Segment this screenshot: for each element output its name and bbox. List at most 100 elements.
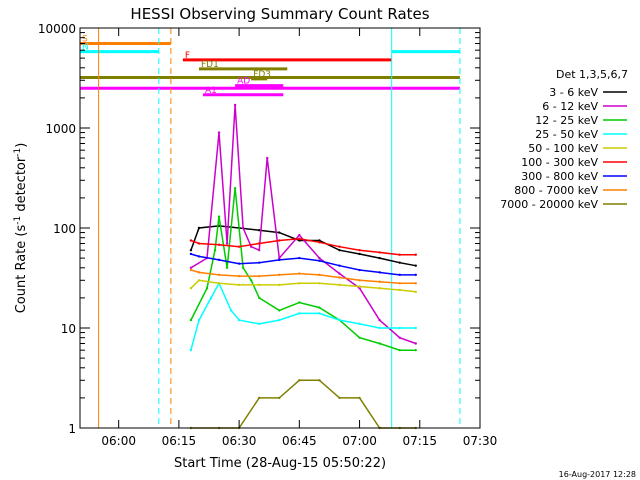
flag-label: N [82, 43, 89, 53]
series-point [298, 239, 301, 242]
series-point [358, 322, 361, 326]
legend-label: 3 - 6 keV [549, 86, 598, 99]
series-point [414, 290, 417, 294]
series-point [278, 309, 281, 312]
series-point [257, 248, 261, 252]
series-point [257, 322, 261, 326]
legend-label: 50 - 100 keV [528, 142, 598, 155]
series-point [189, 318, 193, 322]
series-point [249, 279, 253, 282]
y-axis-label-end: ) [14, 143, 29, 148]
series-point [398, 273, 401, 277]
series-point [338, 264, 341, 267]
y-tick-label: 100 [53, 222, 76, 236]
series-point [414, 326, 417, 330]
series-point [197, 318, 201, 322]
series-point [398, 261, 401, 264]
series-point [241, 226, 245, 230]
y-axis: 1 10 100 1000 10000 [38, 22, 480, 436]
series-point [318, 273, 321, 277]
series-point [197, 279, 201, 282]
series-point [318, 256, 321, 260]
series-point [318, 282, 321, 285]
series-point [189, 266, 193, 269]
series-point [398, 348, 401, 352]
series-point [233, 103, 237, 107]
series-point [398, 288, 401, 292]
x-tick-label: 07:15 [402, 434, 437, 448]
series-point [233, 187, 237, 190]
flag-label: FD1 [201, 60, 219, 70]
series-point [217, 273, 221, 277]
y-tick-label: 10 [61, 322, 76, 336]
series-point [338, 396, 341, 400]
series-point [237, 262, 241, 265]
y-tick-label: 1 [68, 422, 76, 436]
series-point [378, 342, 381, 345]
series-point [257, 283, 261, 287]
flag-label: A1 [205, 86, 217, 96]
series-point [278, 273, 281, 277]
timestamp: 16-Aug-2017 12:28 [559, 470, 636, 479]
series-point [189, 268, 193, 272]
series-point [318, 259, 321, 262]
series-point [378, 318, 381, 322]
series-point [257, 296, 261, 300]
series-point [189, 239, 193, 242]
series-point [338, 283, 341, 287]
series-point [257, 261, 261, 264]
series-point [298, 237, 301, 240]
series-point [358, 285, 361, 288]
series-point [398, 282, 401, 285]
series-point [338, 276, 341, 279]
series-point [213, 248, 217, 252]
series-point [318, 239, 321, 242]
series-point [197, 226, 201, 230]
series-point [398, 253, 401, 256]
series-point [414, 253, 417, 256]
series-point [189, 248, 193, 252]
series-point [398, 336, 401, 339]
y-tick-label: 10000 [38, 22, 76, 36]
series-point [257, 242, 261, 245]
series-point [378, 256, 381, 260]
series-point [278, 318, 281, 322]
series-point [358, 268, 361, 272]
x-tick-label: 06:30 [222, 434, 257, 448]
series-point [278, 283, 281, 287]
series-point [318, 241, 321, 244]
series-line [190, 104, 417, 345]
series-point [298, 301, 301, 304]
series-point [237, 245, 241, 248]
series-point [398, 326, 401, 330]
series-point [298, 379, 301, 382]
series-point [225, 242, 229, 245]
series-point [217, 282, 221, 285]
series-point [257, 274, 261, 278]
series-point [217, 258, 221, 262]
legend-label: 25 - 50 keV [535, 128, 598, 141]
series-point [358, 287, 361, 290]
series-point [318, 312, 321, 315]
series-point [338, 272, 341, 275]
series-point [225, 266, 229, 269]
legend-title: Det 1,3,5,6,7 [556, 68, 628, 81]
x-tick-label: 06:00 [101, 434, 136, 448]
x-tick-label: 07:30 [463, 434, 498, 448]
y-axis-label-main: Count Rate (s [14, 225, 29, 314]
legend-label: 100 - 300 keV [521, 156, 598, 169]
series-point [358, 252, 361, 256]
series-point [358, 248, 361, 252]
x-axis: 06:00 06:15 06:30 06:45 07:00 07:15 07:30 [101, 28, 497, 448]
series-point [197, 255, 201, 258]
series-point [217, 243, 221, 246]
series-point [266, 156, 269, 160]
legend-label: 7000 - 20000 keV [500, 198, 598, 211]
series-point [257, 229, 261, 232]
legend-label: 6 - 12 keV [542, 100, 598, 113]
x-tick-label: 07:00 [342, 434, 377, 448]
x-tick-label: 06:45 [282, 434, 317, 448]
y-axis-label: Count Rate (s-1 detector-1) [13, 143, 29, 314]
series-point [197, 242, 201, 245]
